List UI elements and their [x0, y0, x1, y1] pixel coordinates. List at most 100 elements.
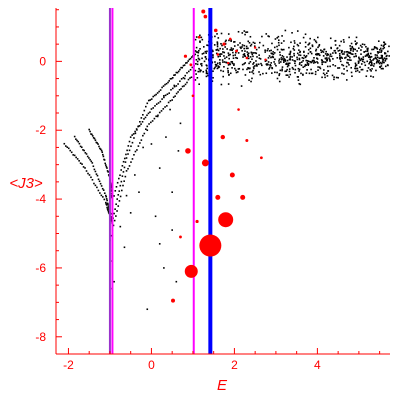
black-point — [103, 192, 106, 195]
black-point — [139, 142, 141, 144]
black-point — [288, 68, 291, 70]
black-point — [326, 65, 329, 68]
red-point — [203, 14, 208, 19]
black-point — [288, 76, 290, 78]
black-point — [325, 50, 327, 53]
black-point — [252, 52, 255, 54]
black-point — [306, 69, 308, 71]
black-point — [238, 67, 241, 70]
black-point — [361, 60, 364, 63]
black-point — [367, 52, 370, 55]
black-point — [289, 73, 292, 76]
black-point — [147, 99, 150, 102]
black-point — [165, 82, 168, 85]
black-point — [147, 112, 150, 115]
black-point — [146, 102, 149, 105]
black-point — [130, 145, 132, 148]
black-point — [331, 74, 334, 77]
black-point — [206, 44, 208, 46]
black-point — [214, 61, 216, 63]
black-point — [361, 68, 364, 71]
black-point — [237, 52, 240, 54]
black-point — [317, 69, 319, 72]
black-point — [198, 49, 200, 52]
black-point — [267, 35, 269, 37]
black-point — [338, 52, 341, 55]
black-point — [199, 40, 201, 43]
black-point — [201, 53, 204, 55]
black-point — [324, 73, 326, 76]
black-point — [373, 58, 375, 60]
black-point — [232, 51, 234, 54]
black-point — [270, 56, 272, 59]
black-point — [89, 130, 91, 133]
black-point — [223, 51, 226, 54]
black-point — [324, 53, 327, 55]
black-point — [228, 57, 230, 60]
black-point — [328, 58, 331, 61]
black-point — [284, 29, 287, 32]
black-point — [140, 139, 143, 141]
black-point — [285, 74, 288, 76]
black-point — [219, 55, 221, 58]
black-point — [142, 113, 144, 116]
black-point — [104, 162, 106, 165]
black-point — [82, 166, 85, 168]
black-point — [240, 47, 242, 50]
black-point — [280, 58, 283, 61]
black-point — [76, 158, 79, 160]
black-point — [161, 98, 163, 100]
black-point — [162, 85, 165, 87]
black-point — [250, 51, 253, 54]
black-point — [291, 32, 293, 34]
black-point — [376, 56, 379, 59]
black-point — [252, 41, 255, 44]
black-point — [258, 71, 260, 73]
black-point — [245, 31, 247, 34]
black-point — [170, 77, 173, 80]
black-point — [187, 60, 189, 62]
black-point — [177, 91, 179, 93]
black-point — [126, 149, 128, 152]
black-point — [257, 63, 260, 66]
black-point — [227, 54, 230, 57]
black-point — [270, 62, 273, 64]
black-point — [349, 56, 351, 59]
black-point — [328, 57, 330, 59]
black-point — [359, 66, 361, 68]
black-point — [119, 174, 121, 177]
black-point — [315, 53, 318, 56]
black-point — [79, 145, 82, 148]
black-point — [293, 49, 296, 51]
black-point — [144, 116, 147, 119]
black-point — [141, 120, 144, 123]
black-point — [307, 52, 310, 55]
black-point — [368, 62, 370, 65]
black-point — [171, 229, 173, 231]
black-point — [251, 71, 253, 73]
black-point — [374, 57, 377, 59]
black-point — [270, 49, 272, 52]
black-point — [244, 74, 247, 76]
black-point — [365, 50, 367, 53]
black-point — [168, 92, 171, 94]
black-point — [334, 52, 337, 54]
black-point — [177, 83, 179, 85]
black-point — [271, 56, 274, 58]
black-point — [121, 175, 124, 177]
black-point — [239, 46, 242, 49]
black-point — [291, 66, 294, 69]
black-point — [267, 57, 270, 59]
black-point — [283, 40, 285, 42]
black-point — [220, 42, 222, 45]
black-point — [318, 54, 321, 57]
black-point — [168, 80, 171, 82]
black-point — [113, 212, 115, 215]
black-point — [120, 169, 122, 171]
black-point — [248, 41, 251, 44]
red-point — [201, 159, 209, 167]
black-point — [311, 59, 314, 62]
black-point — [282, 48, 285, 51]
black-point — [85, 170, 88, 172]
black-point — [321, 61, 323, 64]
